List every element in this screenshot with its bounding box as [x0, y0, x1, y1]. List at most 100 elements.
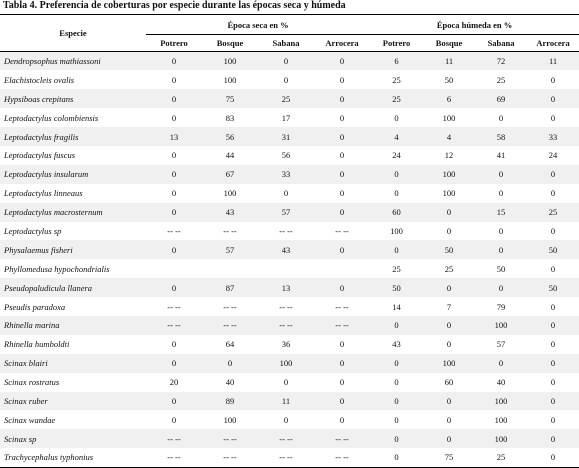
wet-bosque-cell: 100 [442, 188, 456, 199]
wet-arrocera-cell: 0 [550, 225, 556, 236]
wet-bosque-header: Bosque [423, 34, 476, 52]
wet-potrero-cell: 6 [394, 56, 399, 67]
dry-arrocera-cell: 0 [339, 207, 345, 218]
table-row: Leptodactylus macrosternum 0 43 57 0 60 0 15 25 [0, 202, 579, 222]
wet-potrero-cell: 4 [394, 131, 399, 142]
dry-sabana-cell: 100 [279, 358, 293, 369]
dry-arrocera-cell: 0 [339, 358, 345, 369]
dry-arrocera-cell: 0 [339, 131, 345, 142]
table-row: Scinax blairi 0 0 100 0 0 100 0 0 [0, 353, 579, 373]
species-name-cell: Scinax ruber [4, 395, 48, 406]
wet-season-header: Época húmeda en % [370, 14, 579, 35]
species-name-cell: Scinax sp [4, 433, 37, 444]
table-row: Rhinella humboldti 0 64 36 0 43 0 57 0 [0, 335, 579, 354]
species-name-cell: Hypsiboas crepitans [4, 93, 74, 104]
dry-potrero-cell: 0 [171, 56, 177, 67]
wet-bosque-cell: 0 [446, 433, 452, 444]
wet-bosque-cell: 0 [446, 395, 452, 406]
wet-sabana-cell: 0 [498, 282, 504, 293]
wet-potrero-cell: 0 [394, 169, 399, 180]
wet-potrero-cell: 0 [394, 377, 399, 388]
species-name-cell: Physalaemus fisheri [4, 244, 73, 255]
dry-bosque-cell: 43 [225, 207, 235, 218]
wet-bosque-cell: 60 [444, 377, 454, 388]
dry-potrero-cell: 0 [171, 169, 177, 180]
dry-sabana-cell: -- -- [279, 320, 293, 331]
wet-bosque-cell: 11 [444, 56, 454, 67]
dry-potrero-cell: 0 [171, 93, 177, 104]
dry-arrocera-cell: 0 [339, 188, 345, 199]
wet-sabana-header: Sabana [475, 34, 528, 52]
species-name-cell: Leptodactylus macrosternum [4, 207, 103, 218]
dry-sabana-cell: 36 [281, 339, 291, 350]
wet-arrocera-cell: 0 [550, 414, 556, 425]
dry-potrero-cell: -- -- [146, 448, 202, 468]
dry-potrero-cell: 0 [171, 207, 177, 218]
wet-sabana-cell: 25 [496, 74, 506, 85]
wet-arrocera-cell: 0 [550, 395, 556, 406]
wet-arrocera-cell: 0 [550, 433, 556, 444]
dry-arrocera-cell: -- -- [335, 320, 349, 331]
dry-arrocera-cell: 0 [339, 377, 345, 388]
dry-potrero-cell: 13 [169, 131, 179, 142]
dry-sabana-cell: -- -- [279, 225, 293, 236]
dry-arrocera-cell: -- -- [335, 433, 349, 444]
dry-bosque-cell: 100 [223, 74, 237, 85]
wet-bosque-cell: 50 [444, 244, 454, 255]
wet-arrocera-header: Arrocera [527, 34, 579, 52]
wet-arrocera-cell: 11 [548, 56, 558, 67]
dry-sabana-cell: -- -- [279, 433, 293, 444]
wet-arrocera-cell: 0 [550, 93, 556, 104]
wet-bosque-cell: 0 [446, 339, 452, 350]
wet-potrero-cell: 0 [394, 414, 399, 425]
dry-potrero-cell: 20 [169, 377, 179, 388]
wet-sabana-cell: 58 [496, 131, 506, 142]
dry-potrero-cell: 0 [171, 112, 177, 123]
species-name-cell: Scinax wandae [4, 414, 56, 425]
dry-bosque-header: Bosque [202, 34, 258, 52]
dry-bosque-cell: 67 [225, 169, 235, 180]
dry-bosque-cell: 100 [223, 188, 237, 199]
wet-arrocera-cell: 0 [550, 301, 556, 312]
dry-sabana-cell: 56 [281, 150, 291, 161]
dry-bosque-cell: 0 [227, 358, 233, 369]
species-column-header: Especie [0, 14, 146, 52]
dry-arrocera-header: Arrocera [314, 34, 371, 52]
wet-arrocera-cell: 0 [550, 358, 556, 369]
wet-arrocera-cell: 33 [548, 131, 558, 142]
wet-potrero-cell: 25 [392, 74, 401, 85]
dry-sabana-cell: 0 [283, 377, 289, 388]
table-row: Scinax wandae 0 100 0 0 0 0 100 0 [0, 410, 579, 429]
wet-potrero-cell: 0 [394, 244, 399, 255]
wet-potrero-cell: 14 [392, 301, 401, 312]
table-row: Trachycephalus typhonius -- -- -- -- -- -- -… [0, 448, 579, 468]
wet-sabana-cell: 0 [498, 225, 504, 236]
dry-bosque-cell: 56 [225, 131, 235, 142]
species-name-cell: Phyllomedusa hypochondrialis [4, 263, 110, 274]
dry-bosque-cell: 64 [225, 339, 235, 350]
wet-potrero-cell: 0 [394, 320, 399, 331]
dry-potrero-cell: 0 [171, 358, 177, 369]
dry-bosque-cell: 100 [223, 56, 237, 67]
wet-bosque-cell: 50 [444, 74, 454, 85]
dry-potrero-header: Potrero [146, 34, 202, 52]
dry-arrocera-cell: 0 [339, 169, 345, 180]
wet-bosque-cell: 6 [446, 93, 452, 104]
wet-bosque-cell: 0 [446, 320, 452, 331]
table-row: Rhinella marina -- -- -- -- -- -- -- -- 0 0 100… [0, 315, 579, 335]
dry-bosque-cell: 87 [225, 282, 235, 293]
wet-sabana-cell: 100 [494, 414, 508, 425]
wet-bosque-cell: 7 [446, 301, 452, 312]
species-name-cell: Scinax blairi [4, 358, 48, 369]
dry-bosque-cell: -- -- [223, 225, 237, 236]
dry-bosque-cell: 75 [225, 93, 235, 104]
wet-bosque-cell: 12 [444, 150, 454, 161]
species-name-cell: Pseudopaludicula llanera [4, 282, 93, 293]
wet-sabana-cell: 15 [496, 207, 506, 218]
dry-sabana-cell [258, 259, 314, 278]
species-name-cell: Leptodactylus insularum [4, 169, 89, 180]
dry-potrero-cell: -- -- [167, 320, 181, 331]
dry-bosque-cell: 40 [225, 377, 235, 388]
dry-bosque-cell: 83 [225, 112, 235, 123]
dry-sabana-cell: 17 [281, 112, 291, 123]
